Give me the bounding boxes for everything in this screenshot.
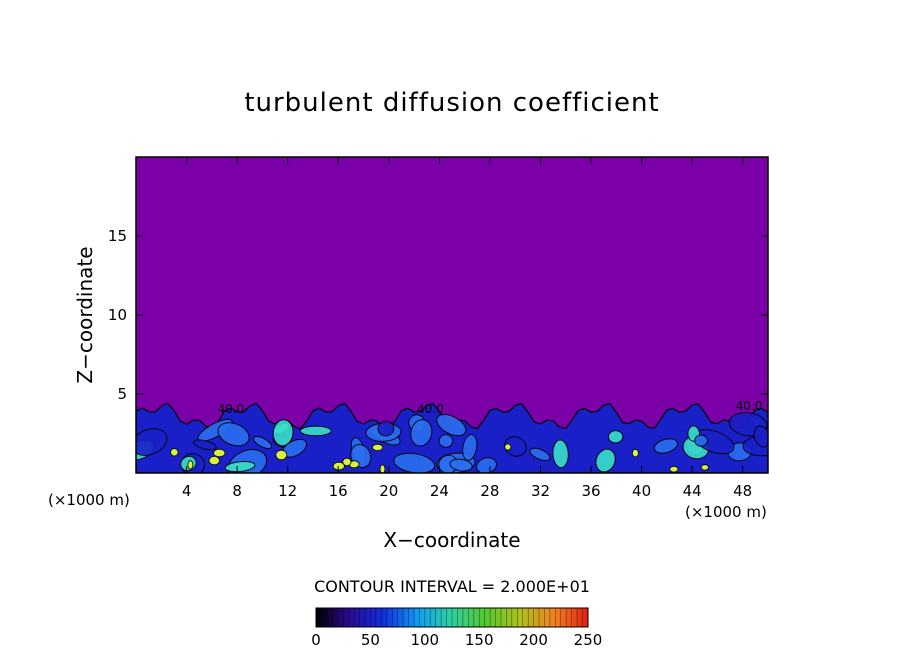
x-tick-label: 16 bbox=[329, 482, 348, 500]
x-tick-label: 24 bbox=[430, 482, 449, 500]
colorbar-tick-label: 200 bbox=[519, 631, 548, 649]
eddy-peak bbox=[332, 461, 345, 471]
eddy bbox=[272, 419, 294, 447]
eddy bbox=[299, 425, 332, 437]
eddy bbox=[438, 434, 454, 448]
eddy bbox=[193, 439, 217, 451]
eddy-peak bbox=[631, 448, 639, 458]
eddy-peak bbox=[379, 464, 386, 473]
x-tick-label: 4 bbox=[182, 482, 192, 500]
colorbar-ticks: 0 50 100 150 200 250 bbox=[311, 631, 602, 649]
x-tick-label: 36 bbox=[581, 482, 600, 500]
eddy-peak bbox=[669, 466, 679, 473]
eddy-peak bbox=[187, 460, 194, 470]
x-tick-label: 44 bbox=[683, 482, 702, 500]
x-unit-label-right: (×1000 m) bbox=[685, 503, 767, 521]
y-axis-label: Z−coordinate bbox=[73, 246, 97, 383]
y-tick-label: 15 bbox=[108, 227, 127, 245]
x-tick-label: 8 bbox=[232, 482, 242, 500]
turbulent-layer bbox=[136, 402, 768, 473]
eddy-peak bbox=[342, 457, 352, 466]
eddy-peak bbox=[700, 464, 709, 471]
contour-label: 40.0 bbox=[736, 399, 763, 413]
eddy-peak bbox=[275, 449, 288, 461]
y-axis: 5 10 15 bbox=[108, 227, 768, 403]
chart-title: turbulent diffusion coefficient bbox=[244, 88, 659, 118]
colorbar-tick-label: 250 bbox=[574, 631, 603, 649]
contour-label: 40.0 bbox=[417, 402, 444, 416]
eddy bbox=[694, 434, 708, 447]
eddy bbox=[504, 436, 527, 457]
x-tick-label: 28 bbox=[480, 482, 499, 500]
x-tick-label: 40 bbox=[632, 482, 651, 500]
y-tick-label: 5 bbox=[117, 385, 127, 403]
eddy bbox=[436, 413, 467, 437]
eddy-peak bbox=[504, 443, 512, 451]
colorbar-tick-label: 150 bbox=[465, 631, 494, 649]
contour-interval-label: CONTOUR INTERVAL = 2.000E+01 bbox=[314, 577, 590, 596]
colorbar-stripes bbox=[321, 608, 583, 627]
eddy bbox=[224, 460, 256, 473]
eddy bbox=[449, 458, 473, 472]
x-axis: 4 8 12 16 20 24 28 32 36 40 44 48 bbox=[182, 157, 752, 500]
eddy-peak bbox=[371, 443, 384, 451]
plot-area: 40.0 40.0 40.0 bbox=[135, 156, 769, 474]
eddy-peak bbox=[208, 455, 221, 466]
eddy bbox=[595, 448, 616, 473]
eddy bbox=[753, 425, 768, 448]
eddy bbox=[653, 438, 679, 454]
x-axis-label: X−coordinate bbox=[383, 528, 520, 552]
colorbar: 0 50 100 150 200 250 bbox=[311, 607, 602, 649]
x-tick-label: 20 bbox=[379, 482, 398, 500]
contour-label: 40.0 bbox=[217, 402, 244, 416]
eddy bbox=[136, 428, 168, 456]
eddy bbox=[217, 422, 250, 447]
eddy bbox=[377, 420, 395, 437]
eddy bbox=[529, 447, 551, 462]
y-tick-label: 10 bbox=[108, 306, 127, 324]
colorbar-tick-label: 50 bbox=[361, 631, 380, 649]
contour-labels: 40.0 40.0 40.0 bbox=[217, 399, 762, 416]
eddy bbox=[462, 434, 478, 461]
x-tick-label: 48 bbox=[733, 482, 752, 500]
eddy bbox=[552, 439, 569, 469]
colorbar-tick-label: 100 bbox=[410, 631, 439, 649]
eddy bbox=[252, 436, 273, 449]
x-tick-label: 12 bbox=[278, 482, 297, 500]
colorbar-tick-label: 0 bbox=[311, 631, 321, 649]
eddy bbox=[607, 430, 624, 444]
eddy bbox=[410, 419, 433, 447]
x-tick-label: 32 bbox=[531, 482, 550, 500]
eddy-peak bbox=[213, 448, 226, 458]
eddy-peak bbox=[170, 448, 179, 457]
x-unit-label-left: (×1000 m) bbox=[48, 491, 130, 509]
